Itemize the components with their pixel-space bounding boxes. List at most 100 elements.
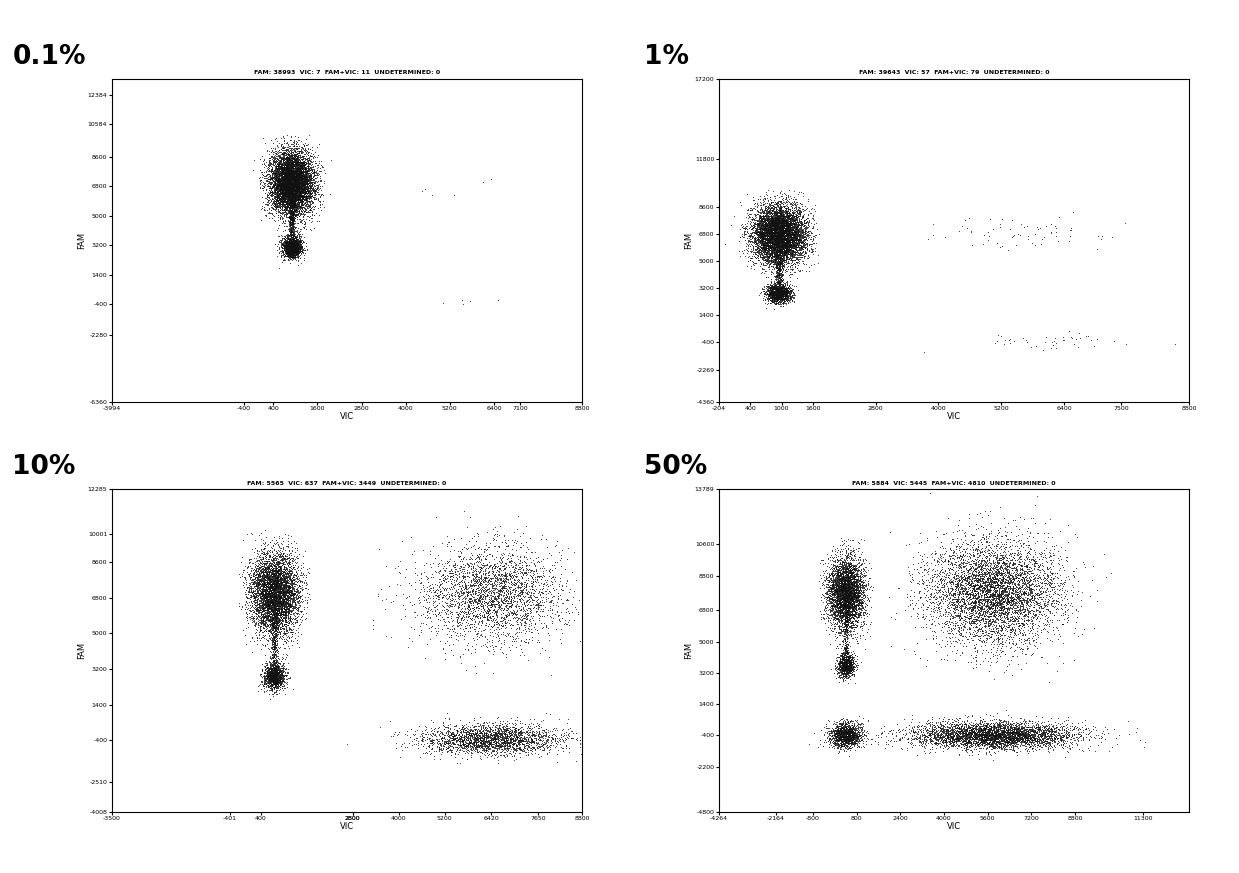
Point [260,612,280,626]
Point [441,567,461,581]
Point [973,553,992,567]
Point [261,565,281,579]
Point [764,253,784,267]
Point [1014,611,1033,625]
Point [299,162,318,176]
Point [1015,730,1035,744]
Point [261,663,281,677]
Point [539,633,559,647]
Point [1069,725,1089,739]
Point [295,189,315,203]
Point [1032,730,1052,744]
Point [458,715,478,729]
Point [478,740,498,754]
Point [836,661,856,675]
Point [836,600,856,614]
Point [278,591,297,605]
Point [1023,579,1043,593]
Point [1002,726,1022,740]
Point [774,232,794,246]
Point [752,234,772,248]
Point [279,229,299,243]
Point [284,151,304,165]
Point [966,571,986,585]
Point [302,163,322,177]
Point [269,179,289,193]
Point [776,278,795,292]
Point [960,730,980,744]
Point [278,237,297,251]
Point [506,576,525,590]
Point [291,168,311,182]
Point [290,202,310,216]
Point [792,223,812,237]
Point [297,152,317,166]
Point [1087,332,1106,346]
Point [287,167,307,181]
Point [456,738,476,752]
Point [768,258,788,272]
Point [285,196,305,210]
Point [753,228,773,242]
Point [1017,592,1037,606]
Point [271,181,291,195]
Point [839,650,859,663]
Point [259,560,279,574]
Point [264,542,284,556]
Point [254,558,274,572]
Point [254,591,274,605]
Point [432,733,452,747]
Point [831,538,851,552]
Point [950,718,970,732]
Point [1043,585,1063,599]
Point [760,221,779,235]
Point [282,196,302,210]
Point [782,247,802,261]
Point [985,593,1005,607]
Point [761,205,781,219]
Point [773,237,793,251]
Point [285,194,305,208]
Point [482,549,502,563]
Point [989,729,1009,743]
Point [979,543,999,557]
Point [1022,586,1042,600]
Point [265,642,285,656]
Point [276,189,296,203]
Point [467,735,487,749]
Point [255,583,275,597]
Point [281,246,301,260]
Point [261,616,281,630]
Point [264,605,284,619]
Point [278,194,297,208]
Point [1006,730,1026,744]
Title: FAM: 5884  VIC: 5445  FAM+VIC: 4810  UNDETERMINED: 0: FAM: 5884 VIC: 5445 FAM+VIC: 4810 UNDETE… [852,481,1056,485]
Point [311,173,331,187]
Point [1085,744,1105,758]
Point [294,155,313,169]
Point [835,613,855,627]
Point [291,189,311,203]
Point [1021,581,1041,595]
Point [259,190,279,204]
Point [830,592,850,606]
Point [284,153,304,167]
Point [778,230,798,244]
Point [938,588,958,602]
Point [284,157,304,171]
Point [260,625,280,639]
Point [273,185,292,199]
Point [949,747,969,761]
Point [264,149,284,163]
Point [266,597,286,611]
Point [279,610,299,624]
Point [949,724,969,738]
Point [279,242,299,256]
Point [778,218,798,232]
Point [764,292,784,306]
Point [944,570,964,584]
Point [280,165,300,179]
Point [996,610,1016,624]
Point [1018,598,1038,612]
Point [828,613,847,627]
